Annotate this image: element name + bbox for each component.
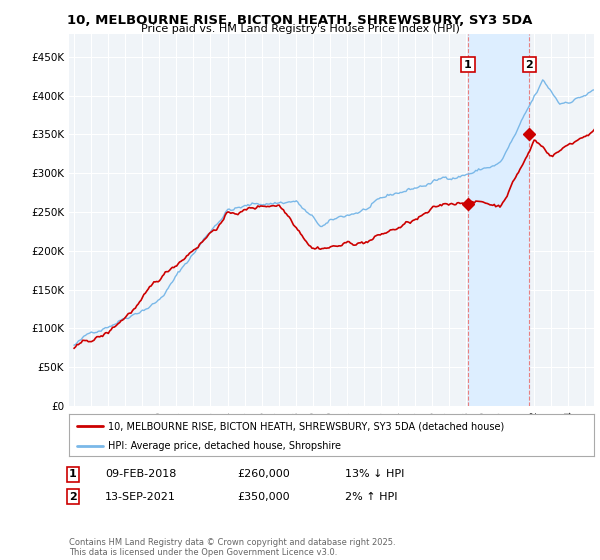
Text: Contains HM Land Registry data © Crown copyright and database right 2025.
This d: Contains HM Land Registry data © Crown c… <box>69 538 395 557</box>
Text: 2: 2 <box>526 59 533 69</box>
Bar <box>468 34 529 406</box>
Text: 10, MELBOURNE RISE, BICTON HEATH, SHREWSBURY, SY3 5DA (detached house): 10, MELBOURNE RISE, BICTON HEATH, SHREWS… <box>109 421 505 431</box>
Text: Price paid vs. HM Land Registry's House Price Index (HPI): Price paid vs. HM Land Registry's House … <box>140 24 460 34</box>
Text: 13-SEP-2021: 13-SEP-2021 <box>105 492 176 502</box>
Text: 2: 2 <box>69 492 77 502</box>
Text: 1: 1 <box>464 59 472 69</box>
Text: 13% ↓ HPI: 13% ↓ HPI <box>345 469 404 479</box>
Text: 10, MELBOURNE RISE, BICTON HEATH, SHREWSBURY, SY3 5DA: 10, MELBOURNE RISE, BICTON HEATH, SHREWS… <box>67 14 533 27</box>
Text: 09-FEB-2018: 09-FEB-2018 <box>105 469 176 479</box>
Text: £350,000: £350,000 <box>237 492 290 502</box>
Text: 1: 1 <box>69 469 77 479</box>
Text: £260,000: £260,000 <box>237 469 290 479</box>
Text: 2% ↑ HPI: 2% ↑ HPI <box>345 492 398 502</box>
Text: HPI: Average price, detached house, Shropshire: HPI: Average price, detached house, Shro… <box>109 441 341 451</box>
